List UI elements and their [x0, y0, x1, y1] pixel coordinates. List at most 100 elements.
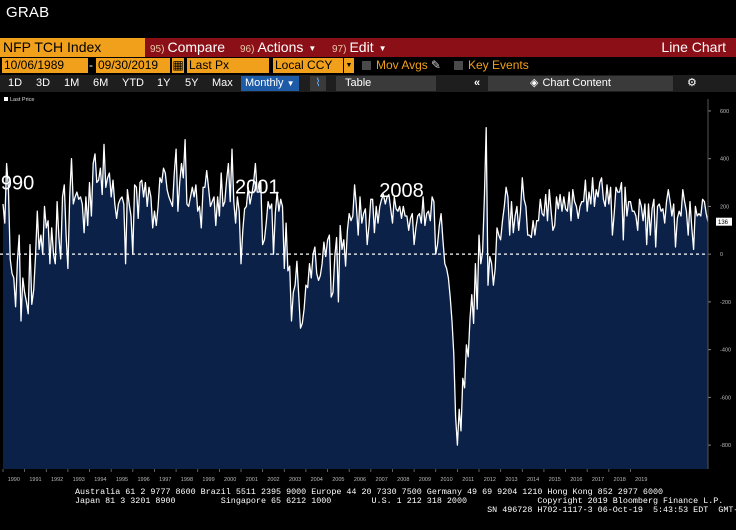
edit-number: 97) — [332, 44, 347, 55]
last-value-marker — [716, 217, 732, 226]
range-1d-button[interactable]: 1D — [8, 77, 23, 89]
x-tick-label: 2002 — [267, 477, 279, 483]
chart-content-icon: ◈ — [530, 77, 539, 89]
edit-caret-icon: ▼ — [378, 43, 387, 53]
currency-dropdown-icon[interactable]: ▼ — [344, 58, 354, 73]
mov-avgs-toggle[interactable]: Mov Avgs ✎ — [362, 58, 441, 73]
x-tick-label: 2017 — [592, 477, 604, 483]
x-tick-label: 1995 — [116, 477, 128, 483]
view-title: Line Chart — [661, 39, 726, 55]
x-tick-label: 1999 — [202, 477, 214, 483]
range-1m-button[interactable]: 1M — [64, 77, 80, 89]
table-button-bg — [336, 76, 436, 91]
x-tick-label: 2014 — [527, 477, 539, 483]
x-tick-label: 2019 — [635, 477, 647, 483]
x-tick-label: 1991 — [29, 477, 41, 483]
frequency-caret-icon: ▼ — [286, 79, 295, 88]
x-tick-label: 1996 — [138, 477, 150, 483]
footer-line-2: Japan 81 3 3201 8900 Singapore 65 6212 1… — [75, 496, 724, 506]
key-events-label: Key Events — [468, 58, 529, 72]
x-tick-label: 1993 — [73, 477, 85, 483]
end-date-field[interactable]: 09/30/2019 — [96, 58, 170, 73]
y-tick-label: -400 — [720, 348, 731, 354]
range-max-button[interactable]: Max — [212, 77, 233, 89]
chart-svg: 600 400 200 0 -200 -400 -600 -800 136 1990 1991 199… — [0, 97, 732, 483]
y-tick-label: 200 — [720, 204, 729, 210]
key-events-checkbox[interactable] — [454, 61, 463, 70]
pencil-icon[interactable]: ✎ — [430, 58, 441, 72]
y-tick-label: 400 — [720, 157, 729, 163]
series-area-fill — [3, 127, 708, 469]
x-tick-label: 2012 — [484, 477, 496, 483]
x-tick-label: 2007 — [376, 477, 388, 483]
range-5y-button[interactable]: 5Y — [185, 77, 199, 89]
y-tick-label: -200 — [720, 300, 731, 306]
chart-content-label: Chart Content — [542, 77, 611, 89]
x-tick-label: 2004 — [311, 477, 323, 483]
x-tick-label: 1998 — [181, 477, 193, 483]
compare-label: Compare — [167, 39, 226, 55]
last-value-label: 136 — [718, 220, 729, 226]
annotation-1990: 1990 — [0, 173, 34, 195]
actions-menu[interactable]: 96) Actions ▼ — [240, 38, 316, 57]
y-tick-label: -800 — [720, 443, 731, 449]
currency-select[interactable]: Local CCY — [273, 58, 343, 73]
series-line-last-price — [2, 126, 709, 446]
command-bar: NFP TCH Index 95) Compare 96) Actions ▼ 97)… — [0, 38, 736, 57]
window-title: GRAB — [6, 4, 50, 21]
calendar-icon[interactable]: ▦ — [172, 58, 184, 73]
annotation-2001: 2001 — [235, 176, 280, 198]
chart-content-bg — [488, 76, 673, 91]
actions-caret-icon: ▼ — [308, 43, 317, 53]
x-tick-label: 1994 — [94, 477, 106, 483]
range-6m-button[interactable]: 6M — [93, 77, 109, 89]
range-1y-button[interactable]: 1Y — [157, 77, 171, 89]
x-tick-label: 2011 — [462, 477, 474, 483]
y-tick-label: 600 — [720, 109, 729, 115]
gear-icon[interactable]: ⚙ — [687, 77, 697, 89]
key-events-toggle[interactable]: Key Events — [454, 58, 529, 73]
date-separator: - — [89, 58, 93, 72]
x-tick-label: 2016 — [570, 477, 582, 483]
mov-avgs-label: Mov Avgs — [376, 58, 428, 72]
legend-label: Last Price — [10, 97, 34, 103]
field-select[interactable]: Last Px — [187, 58, 269, 73]
y-tick-label: 0 — [720, 252, 723, 258]
x-tick-label: 2009 — [419, 477, 431, 483]
chart-content-button[interactable]: ◈ Chart Content — [530, 75, 611, 92]
compare-menu[interactable]: 95) Compare — [150, 38, 225, 57]
line-chart-icon[interactable]: ⌇ — [310, 76, 326, 91]
actions-label: Actions — [257, 39, 304, 55]
chart-area: 600 400 200 0 -200 -400 -600 -800 136 1990 1991 199… — [0, 93, 736, 485]
x-tick-label: 2015 — [549, 477, 561, 483]
frequency-select[interactable]: Monthly ▼ — [241, 76, 299, 91]
x-tick-label: 1992 — [51, 477, 63, 483]
range-toolbar: 1D 3D 1M 6M YTD 1Y 5Y Max Monthly ▼ ⌇ Ta… — [0, 75, 736, 92]
start-date-field[interactable]: 10/06/1989 — [2, 58, 88, 73]
x-tick-label: 2013 — [505, 477, 517, 483]
table-button[interactable]: Table — [345, 77, 372, 89]
y-tick-label: -600 — [720, 395, 731, 401]
range-3d-button[interactable]: 3D — [36, 77, 51, 89]
mov-avgs-checkbox[interactable] — [362, 61, 371, 70]
compare-number: 95) — [150, 44, 165, 55]
footer-line-3: SN 496728 H702-1117-3 06-Oct-19 5:43:53 … — [75, 505, 736, 515]
annotation-2008: 2008 — [379, 180, 424, 202]
parameter-bar: 10/06/1989 - 09/30/2019 ▦ Last Px Local … — [0, 57, 736, 74]
window-title-bar: GRAB — [0, 0, 736, 38]
x-tick-label: 2006 — [354, 477, 366, 483]
x-tick-label: 2010 — [440, 477, 452, 483]
collapse-left-icon[interactable]: « — [474, 77, 481, 89]
x-tick-label: 2018 — [614, 477, 626, 483]
range-ytd-button[interactable]: YTD — [122, 77, 144, 89]
x-tick-label: 1997 — [159, 477, 171, 483]
edit-label: Edit — [349, 39, 374, 55]
ticker-input[interactable]: NFP TCH Index — [0, 38, 145, 57]
actions-number: 96) — [240, 44, 255, 55]
footer-line-1: Australia 61 2 9777 8600 Brazil 5511 239… — [75, 487, 664, 497]
edit-menu[interactable]: 97) Edit ▼ — [332, 38, 387, 57]
x-tick-label: 2005 — [332, 477, 344, 483]
legend-swatch — [4, 97, 8, 101]
x-tick-label: 2001 — [246, 477, 258, 483]
x-tick-label: 2003 — [289, 477, 301, 483]
